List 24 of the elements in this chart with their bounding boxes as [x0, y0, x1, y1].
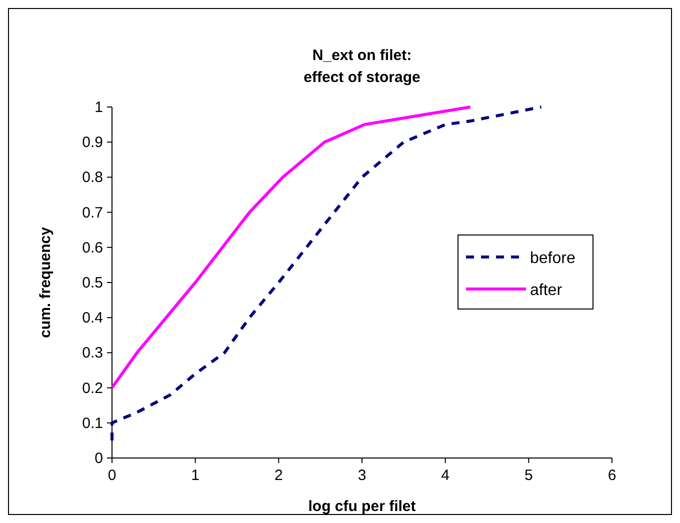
x-tick-label: 4: [441, 467, 450, 484]
x-tick-label: 3: [358, 467, 366, 484]
y-tick-label: 1: [94, 99, 103, 116]
legend-label: after: [530, 282, 563, 299]
y-tick-label: 0.4: [82, 310, 103, 327]
y-tick-label: 0.8: [82, 169, 103, 186]
y-tick-label: 0: [94, 450, 103, 467]
y-tick-label: 0.9: [82, 134, 103, 152]
line-series: [110, 106, 472, 390]
y-tick-label: 0.5: [82, 274, 103, 292]
y-tick-label: 0.3: [82, 344, 103, 362]
x-tick-label: 6: [608, 467, 616, 484]
chart-title: N_ext on filet: effect of storage: [304, 47, 420, 86]
x-tick-label: 2: [274, 467, 283, 484]
x-tick-label: 1: [191, 467, 200, 484]
legend-label: before: [530, 250, 576, 267]
x-tick-label: 0: [108, 467, 116, 484]
y-tick-label: 0.2: [82, 380, 103, 397]
y-axis-title: cum. frequency: [37, 226, 54, 338]
y-tick-label: 0.6: [82, 239, 103, 256]
y-tick-label: 0.1: [82, 414, 103, 432]
x-axis-title: log cfu per filet: [308, 498, 416, 515]
y-tick-label: 0.7: [82, 204, 103, 222]
x-tick-label: 5: [524, 467, 533, 484]
